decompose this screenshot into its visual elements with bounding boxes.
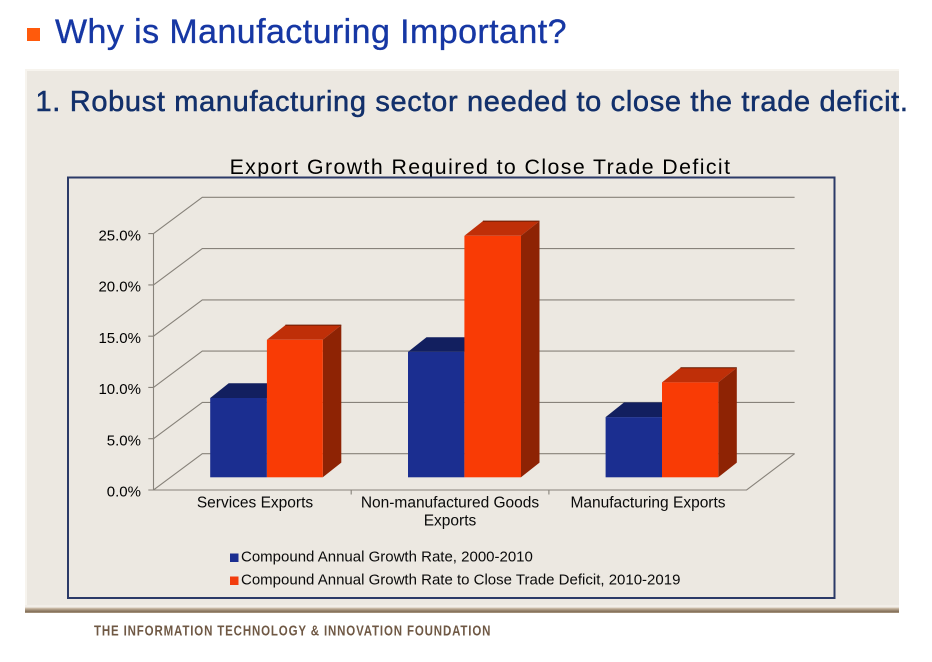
svg-text:Non-manufactured Goods: Non-manufactured Goods: [361, 495, 540, 512]
svg-text:Compound Annual Growth Rate, 2: Compound Annual Growth Rate, 2000-2010: [241, 549, 533, 566]
svg-text:10.0%: 10.0%: [98, 381, 141, 398]
svg-text:Services Exports: Services Exports: [197, 495, 314, 512]
svg-text:15.0%: 15.0%: [98, 330, 141, 347]
svg-text:25.0%: 25.0%: [98, 227, 141, 244]
svg-text:Compound Annual Growth Rate to: Compound Annual Growth Rate to Close Tra…: [241, 572, 680, 589]
svg-text:Exports: Exports: [424, 513, 477, 530]
svg-text:Manufacturing Exports: Manufacturing Exports: [570, 495, 725, 512]
svg-text:0.0%: 0.0%: [107, 484, 141, 501]
svg-text:20.0%: 20.0%: [98, 279, 141, 296]
svg-text:5.0%: 5.0%: [107, 432, 141, 449]
